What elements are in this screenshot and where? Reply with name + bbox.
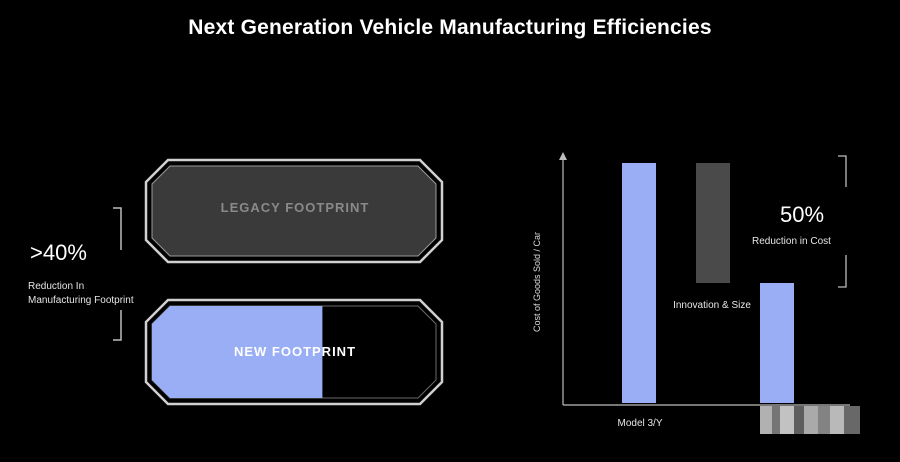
y-axis-label: Cost of Goods Sold / Car bbox=[532, 231, 542, 333]
x-axis-label: Model 3/Y bbox=[617, 418, 663, 429]
cost-reduction-value: 50% bbox=[780, 202, 825, 227]
page-title: Next Generation Vehicle Manufacturing Ef… bbox=[188, 16, 712, 39]
innovation-size-reduction-bar bbox=[696, 163, 730, 283]
cost-reduction-bracket bbox=[838, 155, 847, 187]
legacy-footprint-label: LEGACY FOOTPRINT bbox=[220, 200, 370, 215]
y-axis-arrow bbox=[559, 152, 567, 160]
next-gen-cost-bar bbox=[760, 283, 794, 403]
new-footprint-label: NEW FOOTPRINT bbox=[233, 344, 357, 359]
legacy-footprint-outline bbox=[144, 158, 444, 264]
cost-reduction-description: Reduction in Cost bbox=[752, 236, 831, 247]
watermark-blur bbox=[760, 406, 860, 434]
new-footprint-fill bbox=[152, 306, 323, 398]
new-footprint-outline bbox=[144, 298, 444, 406]
footprint-reduction-description: Reduction In Manufacturing Footprint bbox=[28, 281, 134, 306]
model-3y-cost-bar bbox=[622, 163, 656, 403]
cost-reduction-bracket-lower bbox=[838, 255, 847, 288]
reduction-bracket bbox=[113, 207, 122, 250]
reduction-bracket-lower bbox=[113, 310, 122, 341]
innovation-size-label: Innovation & Size bbox=[673, 300, 751, 311]
footprint-reduction-value: >40% bbox=[30, 240, 87, 265]
legacy-footprint-fill bbox=[151, 165, 437, 257]
